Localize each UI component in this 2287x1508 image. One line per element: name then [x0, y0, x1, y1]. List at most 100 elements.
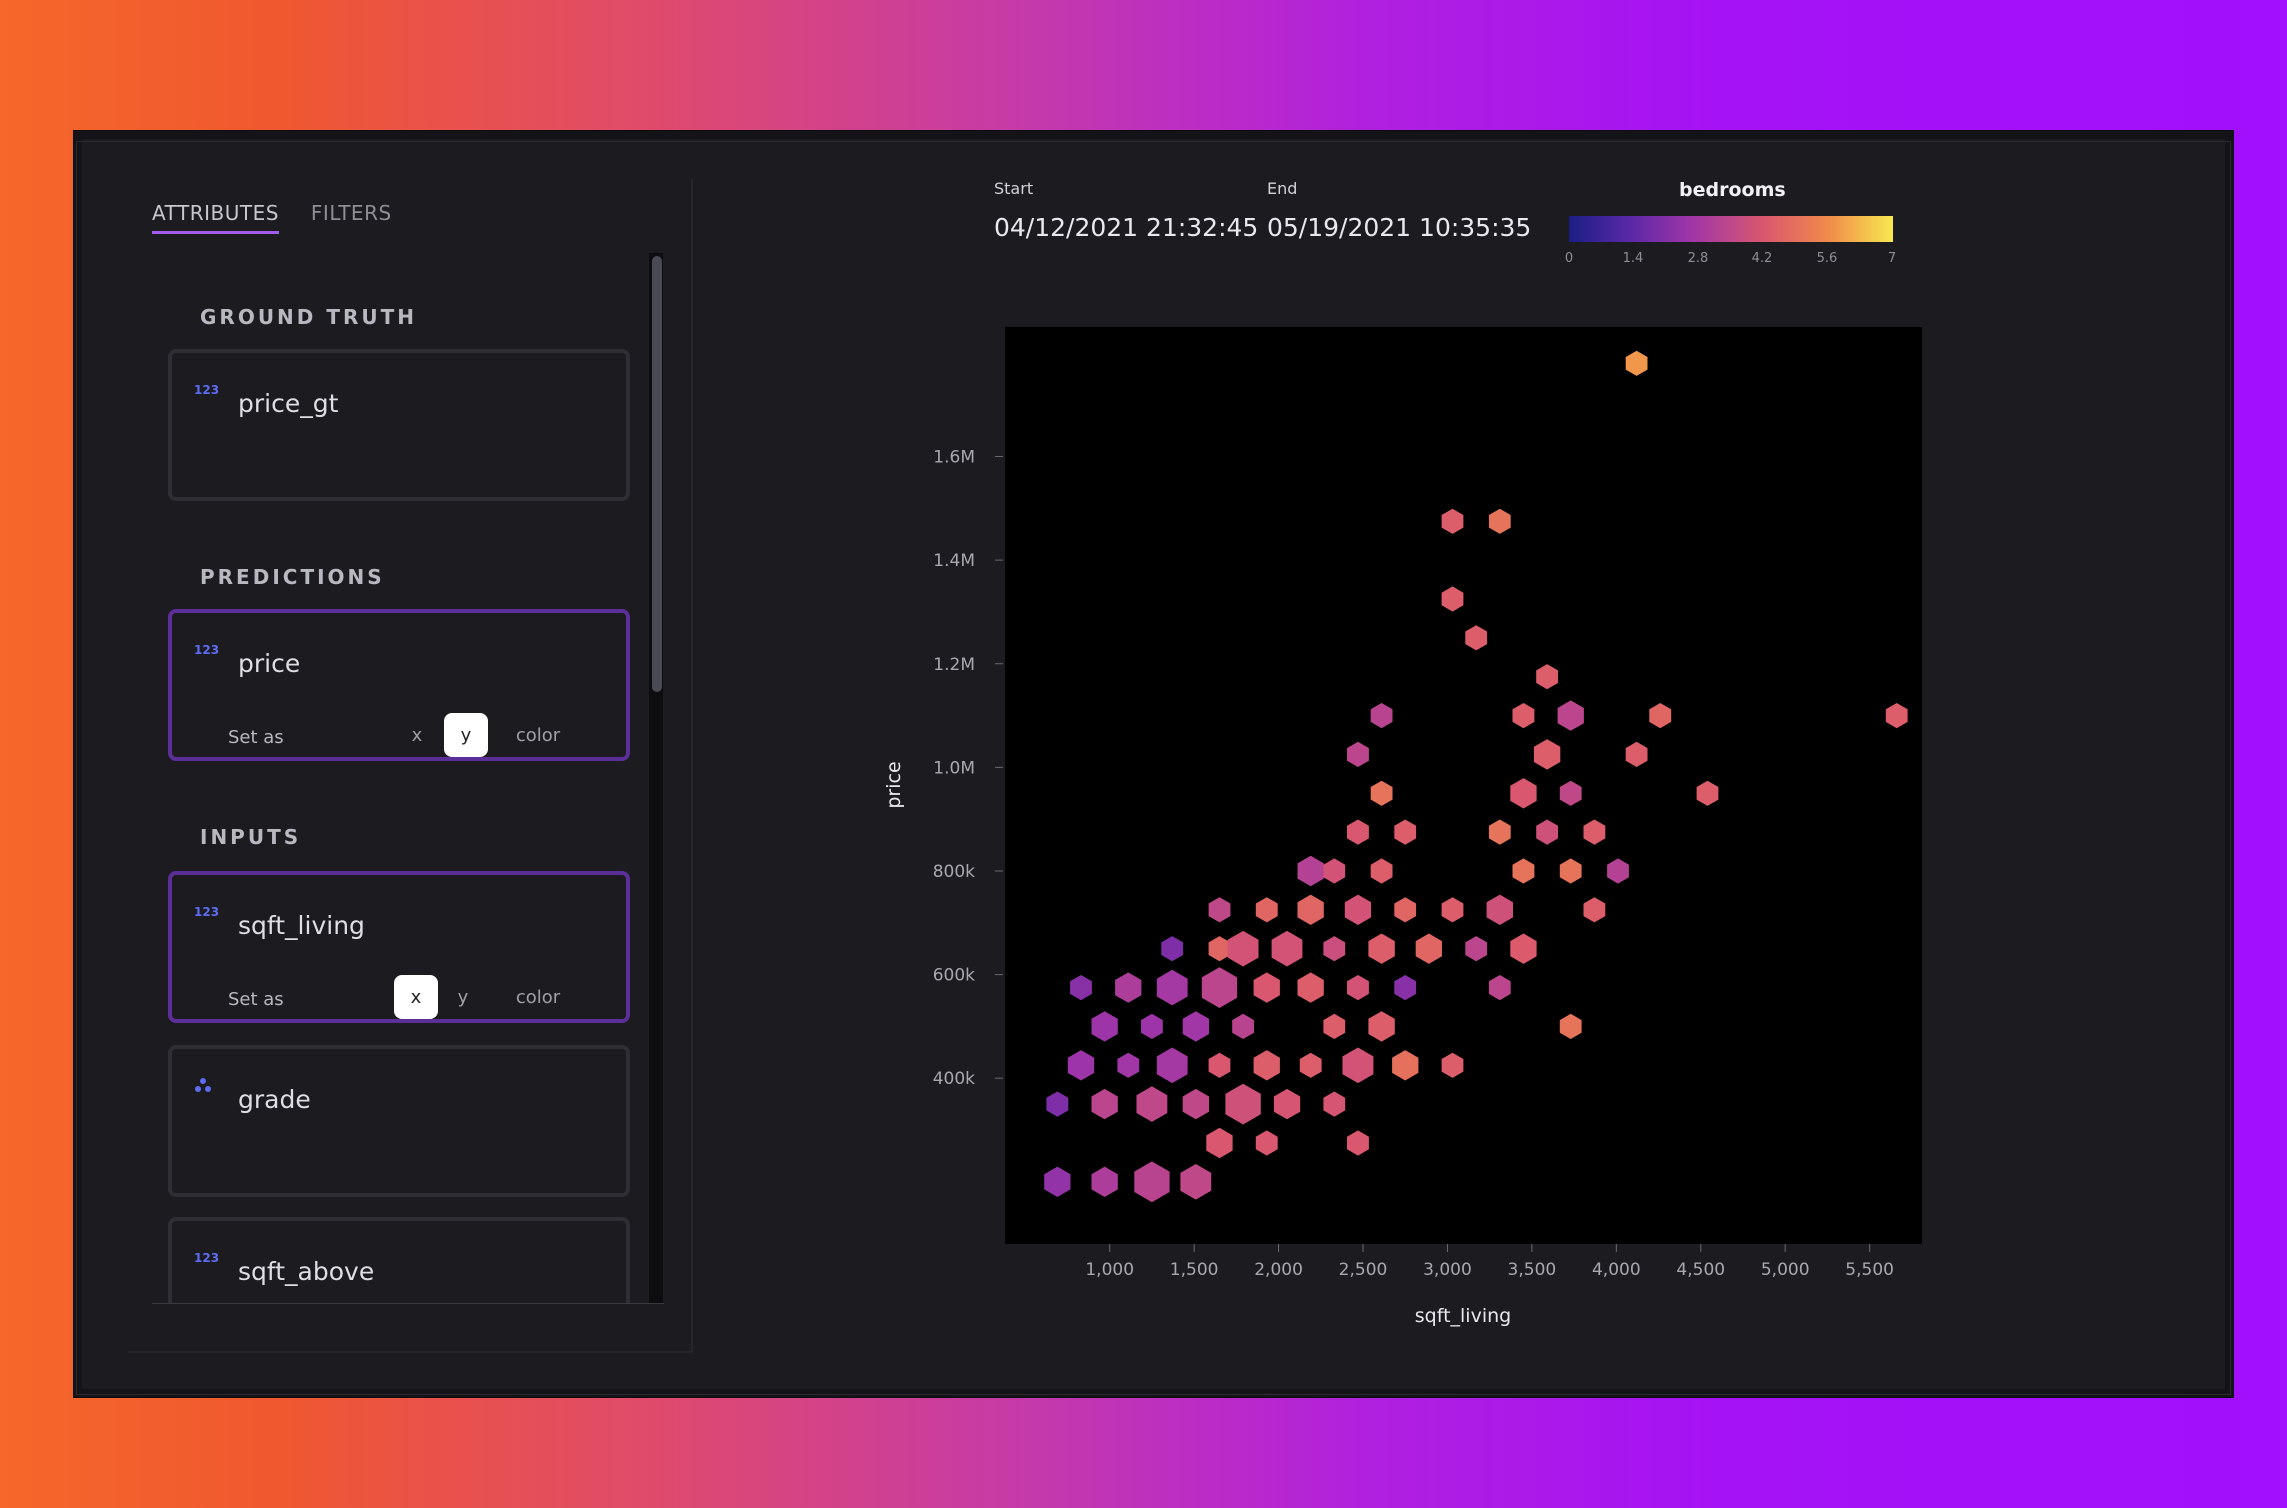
attribute-card-sqft-living[interactable]: 123 sqft_living Set as x y color — [168, 871, 630, 1023]
hexbin-cell[interactable] — [1323, 936, 1346, 962]
hexbin-cell[interactable] — [1208, 897, 1231, 923]
hexbin-cell[interactable] — [1392, 1050, 1419, 1081]
hexbin-cell[interactable] — [1441, 508, 1464, 534]
hexbin-cell[interactable] — [1344, 894, 1372, 925]
hexbin-cell[interactable] — [1206, 1127, 1233, 1159]
hexbin-cell[interactable] — [1536, 664, 1558, 690]
hexbin-cell[interactable] — [1625, 741, 1648, 767]
attribute-card-grade[interactable]: grade — [168, 1045, 630, 1197]
hexbin-cell[interactable] — [1255, 897, 1278, 923]
hexbin-cell[interactable] — [1488, 508, 1511, 534]
hexbin-cell[interactable] — [1649, 703, 1672, 729]
hexbin-cell[interactable] — [1625, 350, 1648, 376]
hexbin-cell[interactable] — [1225, 1083, 1261, 1125]
hexbin-cell[interactable] — [1394, 975, 1417, 1001]
hexbin-cell[interactable] — [1368, 933, 1395, 964]
hexbin-cell[interactable] — [1232, 1013, 1254, 1039]
hexbin-cell[interactable] — [1208, 936, 1231, 962]
hexbin-cell[interactable] — [1141, 1013, 1163, 1039]
hexbin-cell[interactable] — [1347, 1130, 1369, 1156]
hexbin-cell[interactable] — [1299, 1052, 1322, 1078]
hexbin-chart[interactable]: 1,000 1,500 2,000 2,500 3,000 3,500 4,000 4,500… — [74, 131, 2233, 1397]
hexbin-cell[interactable] — [1488, 975, 1511, 1001]
hexbin-cell[interactable] — [1370, 703, 1393, 729]
hexbin-cell[interactable] — [1441, 897, 1464, 923]
hexbin-cell[interactable] — [1115, 972, 1142, 1003]
hexbin-cell[interactable] — [1067, 1050, 1095, 1081]
hexbin-cell[interactable] — [1347, 819, 1369, 845]
attribute-card-price[interactable]: 123 price Set as x y color — [168, 609, 630, 761]
hexbin-cell[interactable] — [1091, 1011, 1118, 1042]
set-y-button[interactable]: y — [444, 713, 488, 757]
set-x-button[interactable]: x — [411, 724, 423, 746]
hexbin-cell[interactable] — [1117, 1052, 1140, 1078]
hexbin-cell[interactable] — [1557, 700, 1584, 731]
hexbin-cell[interactable] — [1044, 1166, 1071, 1197]
hexbin-cell[interactable] — [1091, 1088, 1118, 1120]
hexbin-cell[interactable] — [1253, 1050, 1280, 1081]
hexbin-cell[interactable] — [1182, 1011, 1209, 1042]
hexbin-cell[interactable] — [1512, 858, 1535, 884]
hexbin-cell[interactable] — [1510, 778, 1537, 809]
tab-attributes[interactable]: ATTRIBUTES — [152, 201, 279, 234]
hexbin-cell[interactable] — [1441, 1052, 1464, 1078]
hexbin-cell[interactable] — [1253, 972, 1280, 1003]
hexbin-cell[interactable] — [1370, 858, 1393, 884]
set-color-button[interactable]: color — [515, 724, 561, 746]
hexbin-cell[interactable] — [1885, 703, 1908, 729]
hexbin-cell[interactable] — [1510, 933, 1537, 964]
hexbin-cell[interactable] — [1583, 897, 1606, 923]
hexbin-cell[interactable] — [1512, 703, 1535, 729]
hexbin-cell[interactable] — [1342, 1047, 1374, 1084]
hexbin-cell[interactable] — [1201, 967, 1238, 1008]
hexbin-cell[interactable] — [1208, 1052, 1231, 1078]
hexbin-cell[interactable] — [1559, 858, 1582, 884]
hexbin-cell[interactable] — [1696, 780, 1719, 806]
hexbin-cell[interactable] — [1297, 972, 1324, 1003]
hexbin-cell[interactable] — [1323, 858, 1346, 884]
set-x-button[interactable]: x — [394, 975, 438, 1019]
hexbin-cell[interactable] — [1046, 1091, 1069, 1117]
hexbin-cell[interactable] — [1347, 975, 1369, 1001]
hexbin-cell[interactable] — [1394, 819, 1417, 845]
hexbin-cell[interactable] — [1607, 858, 1629, 884]
hexbin-cell[interactable] — [1273, 1088, 1301, 1120]
hexbin-cell[interactable] — [1441, 586, 1464, 612]
hexbin-cell[interactable] — [1347, 741, 1369, 767]
hexbin-cell[interactable] — [1182, 1088, 1209, 1120]
tab-filters[interactable]: FILTERS — [310, 201, 392, 225]
hexbin-cell[interactable] — [1091, 1166, 1118, 1197]
hexbin-cell[interactable] — [1156, 969, 1188, 1006]
set-y-button[interactable]: y — [457, 986, 469, 1008]
hexbin-cell[interactable] — [1559, 1013, 1582, 1039]
hexbin-cell[interactable] — [1070, 975, 1092, 1001]
scrollbar-thumb[interactable] — [652, 256, 662, 692]
attribute-card-price-gt[interactable]: 123 price_gt — [168, 349, 630, 501]
attribute-list[interactable]: GROUND TRUTH 123 price_gt PREDICTIONS 12… — [152, 253, 664, 1304]
hexbin-cell[interactable] — [1323, 1013, 1346, 1039]
hexbin-cell[interactable] — [1136, 1086, 1168, 1122]
hexbin-cell[interactable] — [1161, 936, 1184, 962]
hexbin-cell[interactable] — [1180, 1164, 1212, 1200]
hexbin-cell[interactable] — [1488, 819, 1511, 845]
hexbin-cell[interactable] — [1533, 739, 1561, 770]
hexbin-cell[interactable] — [1370, 780, 1393, 806]
hexbin-cell[interactable] — [1486, 894, 1513, 925]
hexbin-cell[interactable] — [1134, 1161, 1170, 1203]
hexbin-cell[interactable] — [1271, 930, 1303, 967]
attribute-card-sqft-above[interactable]: 123 sqft_above — [168, 1217, 630, 1303]
hexbin-cell[interactable] — [1583, 819, 1606, 845]
hexbin-cell[interactable] — [1227, 930, 1259, 967]
hexbin-cell[interactable] — [1536, 819, 1558, 845]
hexbin-cell[interactable] — [1297, 894, 1324, 925]
hexbin-cell[interactable] — [1156, 1047, 1188, 1084]
hexbin-cell[interactable] — [1415, 933, 1442, 964]
hexbin-cell[interactable] — [1368, 1011, 1395, 1042]
hexbin-cell[interactable] — [1297, 855, 1324, 887]
hexbin-cell[interactable] — [1394, 897, 1417, 923]
hexbin-cell[interactable] — [1323, 1091, 1346, 1117]
hexbin-cell[interactable] — [1465, 936, 1488, 962]
hexbin-cell[interactable] — [1559, 780, 1582, 806]
set-color-button[interactable]: color — [515, 986, 561, 1008]
hexbin-cell[interactable] — [1255, 1130, 1278, 1156]
